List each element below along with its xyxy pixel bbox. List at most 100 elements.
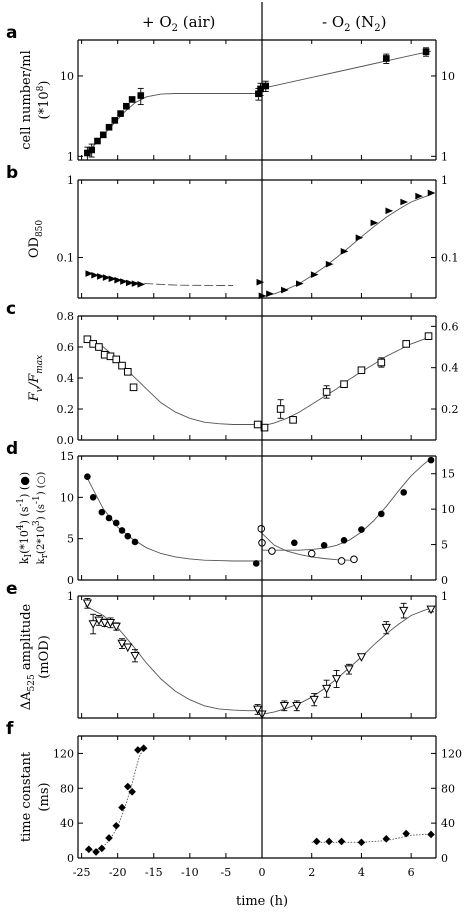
left-tick-label: 10 bbox=[60, 70, 74, 83]
panel-letter-e: e bbox=[6, 579, 18, 599]
y-label-line: ΔA525 amplitude bbox=[19, 603, 37, 710]
data-point-kr bbox=[257, 524, 266, 533]
data-point bbox=[279, 702, 290, 711]
data-point bbox=[402, 340, 410, 348]
data-point bbox=[118, 361, 126, 370]
data-point bbox=[83, 335, 92, 344]
right-tick-label: 0.4 bbox=[441, 362, 459, 375]
data-point-kI bbox=[427, 456, 435, 464]
data-point bbox=[340, 380, 348, 388]
data-point-kI bbox=[340, 537, 348, 544]
data-point-kI bbox=[358, 526, 365, 533]
data-point-kI bbox=[124, 532, 132, 540]
data-point bbox=[253, 705, 263, 715]
y-axis-label-d: kI(*104) (s-1) (●)kr(2*103) (s-1) (○) bbox=[16, 472, 50, 565]
data-point bbox=[82, 599, 93, 609]
left-tick-label: 0.1 bbox=[57, 251, 75, 264]
left-tick-label: 5 bbox=[67, 533, 74, 546]
data-point bbox=[123, 368, 132, 376]
fit-curve-left bbox=[84, 93, 259, 155]
header-left-label: + O2 (air) bbox=[142, 13, 215, 34]
data-point bbox=[114, 276, 122, 284]
y-label-left: kI(*104) (s-1) (●) bbox=[16, 472, 34, 564]
right-tick-label: 80 bbox=[441, 782, 455, 795]
data-point bbox=[325, 260, 334, 268]
left-tick-label: 0.8 bbox=[57, 310, 75, 323]
y-label-right: kr(2*103) (s-1) (○) bbox=[32, 472, 50, 565]
panel-a: a 1 10 1 10 cell number/ml (*108) bbox=[6, 23, 455, 163]
left-tick-label: 10 bbox=[60, 491, 74, 504]
data-point bbox=[256, 278, 265, 286]
data-point bbox=[84, 149, 91, 157]
right-tick-label: 0.1 bbox=[441, 251, 459, 264]
right-tick-label: 0 bbox=[441, 574, 448, 587]
data-point bbox=[112, 821, 121, 830]
x-axis: -25 -20 -15 -10 -5 0 2 4 6 bbox=[73, 866, 415, 879]
data-point bbox=[426, 605, 436, 615]
data-point bbox=[117, 110, 124, 117]
y-axis-label-e: ΔA525 amplitude (mOD) bbox=[19, 603, 52, 710]
data-point bbox=[295, 280, 304, 287]
data-point-kI bbox=[89, 494, 97, 501]
panel-letter-a: a bbox=[6, 23, 17, 43]
data-point bbox=[130, 651, 140, 661]
data-point bbox=[402, 829, 410, 838]
left-tick-label: 120 bbox=[53, 747, 74, 760]
x-tick-label: -10 bbox=[181, 866, 199, 879]
data-point bbox=[370, 219, 379, 227]
data-point-kI bbox=[378, 510, 385, 518]
fit-curve-left bbox=[85, 747, 145, 851]
data-point bbox=[266, 290, 274, 298]
data-point bbox=[253, 420, 262, 429]
data-point-kI bbox=[291, 539, 298, 547]
data-point bbox=[322, 388, 331, 396]
fit-curve-left bbox=[84, 337, 262, 425]
data-point bbox=[281, 286, 289, 294]
right-tick-label: 15 bbox=[441, 468, 455, 481]
data-point bbox=[399, 606, 409, 616]
data-point bbox=[312, 837, 321, 846]
data-point bbox=[108, 275, 117, 283]
data-point bbox=[325, 837, 333, 846]
data-point bbox=[377, 358, 386, 367]
data-point bbox=[382, 55, 390, 62]
data-point bbox=[94, 137, 101, 145]
data-point bbox=[427, 189, 436, 197]
x-tick-label: 4 bbox=[358, 866, 365, 879]
data-point bbox=[400, 198, 408, 206]
data-point bbox=[382, 835, 391, 843]
right-tick-label: 5 bbox=[441, 539, 448, 552]
data-point bbox=[356, 653, 367, 662]
data-point-kI bbox=[252, 560, 260, 567]
data-point bbox=[255, 90, 262, 98]
data-point bbox=[262, 82, 270, 90]
x-tick-label: -5 bbox=[221, 866, 232, 879]
data-point bbox=[99, 131, 107, 139]
x-tick-label: 2 bbox=[308, 866, 315, 879]
data-point bbox=[257, 85, 264, 93]
data-point-kI bbox=[400, 489, 407, 496]
data-point-kI bbox=[118, 527, 126, 534]
data-point bbox=[129, 383, 138, 392]
panel-c: c 0.0 0.2 0.4 0.6 0.8 0.2 0.4 0.6 Fv/Fmax bbox=[6, 299, 459, 447]
data-point bbox=[276, 405, 285, 413]
data-point-kI bbox=[320, 541, 328, 549]
data-point bbox=[128, 787, 136, 796]
y-label-line: time constant bbox=[19, 751, 34, 842]
data-point bbox=[137, 281, 146, 288]
data-point bbox=[118, 803, 126, 812]
y-label-line: Fv/Fmax bbox=[27, 355, 45, 403]
y-axis-label-c: Fv/Fmax bbox=[27, 355, 45, 403]
data-point bbox=[139, 744, 148, 752]
data-point bbox=[88, 146, 96, 154]
right-tick-label: 10 bbox=[441, 70, 455, 83]
left-tick-label: 0 bbox=[67, 574, 74, 587]
y-axis-label-b: OD850 bbox=[27, 220, 45, 259]
right-tick-label: 1 bbox=[441, 174, 448, 187]
fit-curve-left bbox=[85, 272, 234, 286]
x-tick-label: -25 bbox=[73, 866, 91, 879]
data-point bbox=[355, 234, 364, 242]
left-tick-label: 0.2 bbox=[57, 403, 75, 416]
